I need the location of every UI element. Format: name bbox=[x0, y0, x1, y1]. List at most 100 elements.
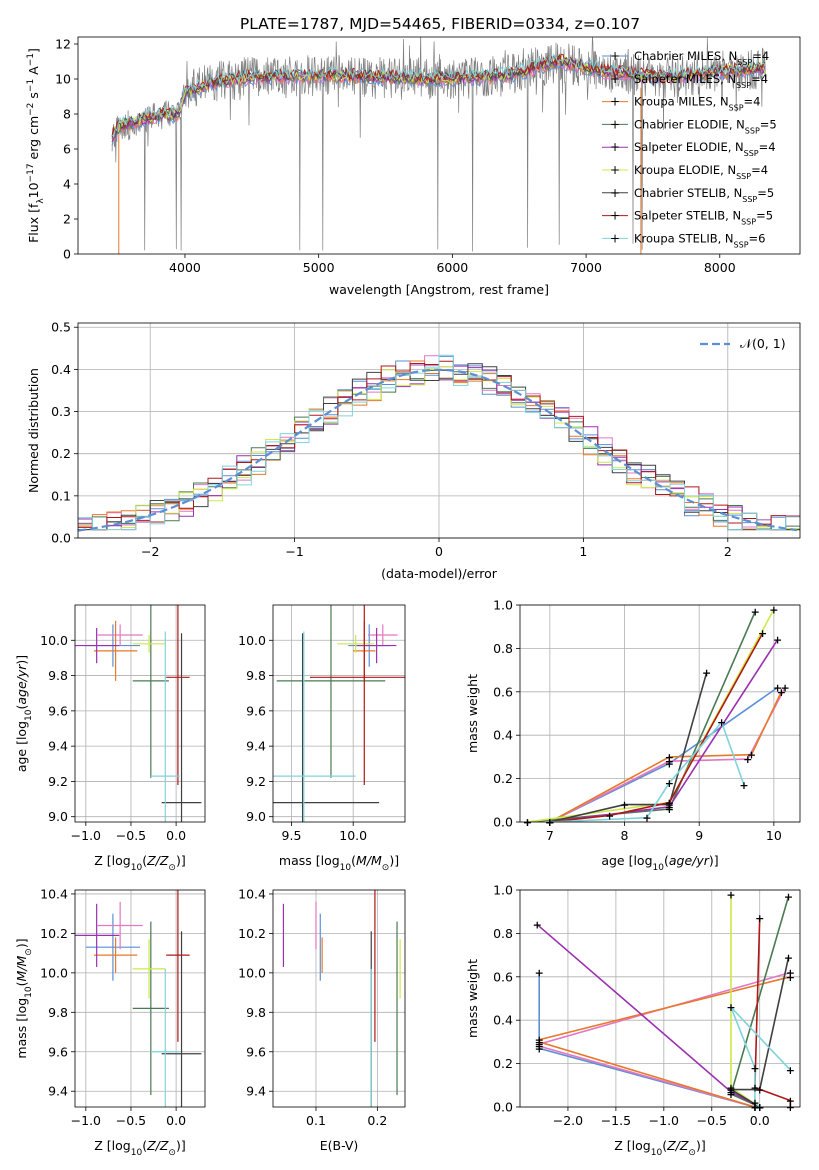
legend-label-tail: =4 bbox=[751, 163, 768, 177]
x-axis-label-part: mass [log bbox=[279, 853, 340, 868]
weight-marker: + bbox=[755, 1101, 764, 1114]
y-axis-label-part: ] bbox=[26, 48, 41, 53]
legend-label: Chabrier STELIB, NSSP=5 bbox=[634, 186, 774, 204]
axes-frame: −1.0 −0.5 0.0 9.0 9.2 9.4 9.6 9.8 10.0 bbox=[40, 633, 186, 843]
x-tick-label: 2 bbox=[724, 544, 732, 559]
x-axis-label: E(B-V) bbox=[320, 1138, 359, 1153]
legend-marker: + bbox=[610, 140, 620, 154]
weight-marker: + bbox=[665, 803, 674, 816]
y-tick-label: 10.0 bbox=[40, 633, 68, 648]
legend-label-main: Salpeter ELODIE, N bbox=[634, 140, 744, 154]
y-tick-label: 0.0 bbox=[493, 815, 513, 830]
weight-marker: + bbox=[747, 749, 756, 762]
y-tick-label: 10.2 bbox=[238, 926, 266, 941]
axes-frame: 9.5 10.0 9.0 9.2 9.4 9.6 9.8 10.0 bbox=[238, 633, 367, 843]
x-axis-label-part: Z [log bbox=[94, 853, 130, 868]
x-axis-label-part: Z [log bbox=[94, 1138, 130, 1153]
legend-label: Chabrier MILES, NSSP=4 bbox=[634, 49, 769, 67]
y-tick-label: 0.3 bbox=[51, 404, 71, 419]
axes-frame: −2 −1 0 1 2 0.0 0.1 0.2 0.3 0.4 0.5 bbox=[51, 320, 732, 559]
y-tick-label: 0 bbox=[63, 247, 71, 262]
x-tick-label: 7 bbox=[546, 828, 554, 843]
y-tick-label: 1.0 bbox=[493, 883, 513, 898]
weight-marker: + bbox=[665, 757, 674, 770]
legend-label-tail: =6 bbox=[749, 231, 766, 245]
plot-area bbox=[527, 608, 786, 822]
x-tick-label: 0 bbox=[435, 544, 443, 559]
y-tick-label: 0.6 bbox=[493, 684, 513, 699]
x-axis-label: (data-model)/error bbox=[381, 566, 498, 581]
weight-marker: + bbox=[545, 816, 554, 829]
x-axis-label-part: ⊙ bbox=[168, 863, 176, 873]
x-axis-label-part: age/yr bbox=[669, 853, 710, 868]
weight-line bbox=[549, 720, 745, 822]
weight-marker: + bbox=[750, 1101, 759, 1114]
y-tick-label: 9.6 bbox=[48, 1044, 68, 1059]
weight-marker: + bbox=[535, 1040, 544, 1053]
x-tick-label: −2 bbox=[141, 544, 159, 559]
x-tick-label: 8 bbox=[621, 828, 629, 843]
legend-marker: + bbox=[610, 163, 620, 177]
x-tick-label: −0.5 bbox=[697, 1113, 727, 1128]
x-axis-label-part: 10 bbox=[651, 1148, 663, 1158]
y-tick-label: 0.2 bbox=[51, 446, 71, 461]
y-tick-label: 10.4 bbox=[238, 886, 266, 901]
weight-marker: + bbox=[545, 816, 554, 829]
x-axis-label-part: 10 bbox=[131, 863, 143, 873]
legend-label-tail: =5 bbox=[757, 186, 774, 200]
y-tick-label: 8 bbox=[63, 107, 71, 122]
weight-line bbox=[536, 924, 761, 1107]
weight-marker: + bbox=[726, 1084, 735, 1097]
y-tick-label: 9.0 bbox=[48, 809, 68, 824]
legend-label-sub: SSP bbox=[745, 126, 760, 135]
spectrum-model-line bbox=[111, 53, 766, 138]
y-tick-label: 9.8 bbox=[246, 1005, 266, 1020]
y-axis-label-part: −1 bbox=[26, 79, 36, 92]
legend-label: Kroupa STELIB, NSSP=6 bbox=[634, 231, 765, 249]
legend-marker: + bbox=[610, 186, 620, 200]
y-tick-label: 0.6 bbox=[493, 969, 513, 984]
y-axis-label-part: ( bbox=[14, 705, 29, 710]
x-axis-label-part: Z/Z bbox=[146, 853, 169, 868]
plot-area bbox=[282, 890, 401, 1107]
x-tick-label: 4000 bbox=[169, 260, 201, 275]
axes-border bbox=[77, 322, 801, 539]
y-tick-label: 0.2 bbox=[493, 771, 513, 786]
weight-marker: + bbox=[605, 809, 614, 822]
weight-marker: + bbox=[755, 1101, 764, 1114]
y-tick-label: 0.0 bbox=[493, 1100, 513, 1115]
y-tick-label: 9.0 bbox=[246, 809, 266, 824]
legend-label-main: Chabrier ELODIE, N bbox=[634, 117, 745, 131]
figure-title: PLATE=1787, MJD=54465, FIBERID=0334, z=0… bbox=[240, 15, 640, 33]
legend-label-sub: SSP bbox=[744, 149, 759, 158]
x-tick-label: 0.1 bbox=[306, 1113, 326, 1128]
y-axis-label-part: age [log bbox=[14, 721, 29, 772]
legend-label-tail: =4 bbox=[744, 95, 761, 109]
y-axis-label-part: −17 bbox=[26, 163, 36, 182]
legend-label-sub: SSP bbox=[737, 58, 752, 67]
x-axis-label-part: ( bbox=[351, 853, 356, 868]
weight-marker: + bbox=[545, 816, 554, 829]
y-axis-label-part: s bbox=[26, 92, 41, 103]
x-tick-label: 9.5 bbox=[282, 828, 302, 843]
y-axis-label-part: )] bbox=[14, 655, 29, 665]
legend-label-main: Salpeter STELIB, N bbox=[634, 209, 741, 223]
y-tick-label: 9.4 bbox=[48, 739, 68, 754]
x-tick-label: −0.5 bbox=[116, 828, 146, 843]
y-tick-label: 4 bbox=[63, 177, 71, 192]
x-tick-label: 7000 bbox=[570, 260, 602, 275]
y-tick-label: 0.2 bbox=[493, 1056, 513, 1071]
weight-marker: + bbox=[780, 681, 789, 694]
y-axis-label-part: age/yr bbox=[14, 664, 29, 705]
y-axis-label: mass [log10(M/M⊙)] bbox=[14, 938, 34, 1058]
x-axis-label-part: ⊙ bbox=[688, 1148, 696, 1158]
y-axis-label-part: ( bbox=[14, 981, 29, 986]
x-axis-label-part: Z/Z bbox=[666, 1138, 689, 1153]
x-axis-label-part: ( bbox=[664, 853, 669, 868]
y-axis-label-part: 10 bbox=[24, 709, 34, 721]
y-axis-label-part: −2 bbox=[26, 103, 36, 116]
axes-border bbox=[272, 889, 406, 1108]
y-axis-label: mass weight bbox=[465, 959, 480, 1038]
legend-label-main: Kroupa STELIB, N bbox=[634, 231, 734, 245]
weight-marker: + bbox=[545, 816, 554, 829]
